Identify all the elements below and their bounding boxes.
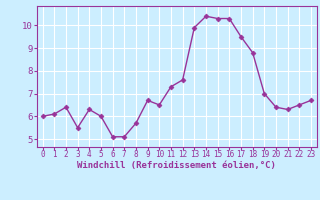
X-axis label: Windchill (Refroidissement éolien,°C): Windchill (Refroidissement éolien,°C) [77, 161, 276, 170]
